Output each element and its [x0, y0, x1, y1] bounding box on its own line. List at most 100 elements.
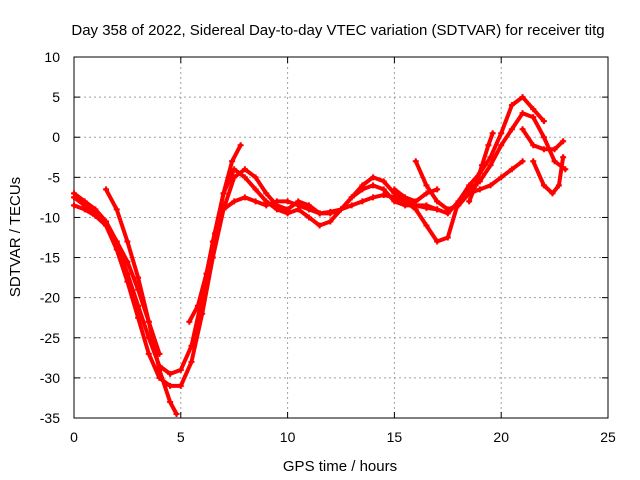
- data-point: [305, 214, 312, 221]
- data-point: [434, 238, 441, 245]
- data-point: [487, 162, 494, 169]
- data-point: [530, 106, 537, 113]
- y-tick-label: 0: [52, 129, 60, 145]
- x-tick-label: 0: [70, 429, 78, 445]
- data-point: [145, 350, 152, 357]
- data-point: [263, 190, 270, 197]
- data-point: [81, 206, 88, 213]
- data-point: [498, 130, 505, 137]
- y-tick-label: 10: [44, 49, 60, 65]
- chart-title: Day 358 of 2022, Sidereal Day-to-day VTE…: [71, 22, 604, 39]
- data-point: [560, 138, 567, 145]
- data-point: [380, 191, 387, 198]
- data-point: [194, 302, 201, 309]
- data-point: [551, 146, 558, 153]
- data-point: [338, 206, 344, 213]
- data-point: [295, 202, 302, 209]
- data-point: [241, 166, 248, 173]
- data-point: [423, 190, 430, 197]
- data-point: [434, 186, 441, 193]
- data-point: [71, 190, 77, 197]
- axis-ticks: 0 5 10 15 20 25 -35 -30 -25 -20 -15 -10 -5 0 5 10: [40, 49, 616, 445]
- y-tick-label: 5: [52, 89, 60, 105]
- data-point: [549, 190, 556, 197]
- data-point: [370, 194, 377, 201]
- data-point: [487, 182, 494, 189]
- x-axis-label: GPS time / hours: [283, 458, 397, 475]
- data-point: [156, 350, 163, 357]
- data-point: [498, 174, 505, 181]
- data-point: [466, 182, 473, 189]
- data-point: [478, 162, 485, 169]
- x-tick-label: 5: [177, 429, 185, 445]
- data-point: [519, 110, 526, 117]
- data-point: [466, 198, 473, 205]
- data-point: [241, 194, 248, 201]
- data-point: [177, 382, 184, 389]
- data-point: [167, 398, 174, 405]
- data-point: [186, 318, 193, 325]
- data-point: [508, 166, 515, 173]
- data-point: [231, 198, 238, 205]
- data-point: [252, 198, 259, 205]
- y-axis-label: SDTVAR / TECUs: [7, 177, 24, 297]
- data-point: [113, 206, 120, 213]
- data-point: [380, 186, 387, 193]
- data-point: [348, 202, 355, 209]
- series-points-track-6: [220, 191, 441, 217]
- data-point: [530, 158, 537, 165]
- data-point: [135, 302, 142, 309]
- data-point: [220, 206, 227, 213]
- series-points-track-5: [186, 142, 244, 325]
- data-point: [71, 202, 77, 209]
- data-point: [188, 358, 195, 365]
- data-point: [124, 270, 131, 277]
- data-point: [487, 154, 494, 161]
- data-point: [434, 206, 441, 213]
- data-point: [519, 94, 526, 101]
- data-point: [423, 222, 430, 229]
- series-points-track-9: [466, 130, 496, 205]
- data-point: [273, 206, 280, 213]
- x-tick-label: 15: [387, 429, 403, 445]
- series-points-track-4: [71, 202, 163, 357]
- data-point: [92, 206, 99, 213]
- data-point: [103, 222, 110, 229]
- data-point: [284, 198, 291, 205]
- data-point: [508, 102, 515, 109]
- data-point: [485, 142, 492, 149]
- data-point: [273, 198, 280, 205]
- data-point: [551, 158, 558, 165]
- y-tick-label: -30: [40, 370, 60, 386]
- data-point: [167, 370, 174, 377]
- data-point: [135, 274, 142, 281]
- data-point: [173, 410, 180, 417]
- data-point: [92, 212, 99, 219]
- data-point: [530, 114, 537, 121]
- data-point: [444, 206, 451, 213]
- data-point: [370, 182, 377, 189]
- y-tick-label: -15: [40, 250, 60, 266]
- data-point: [380, 178, 387, 185]
- plot-border: [73, 56, 609, 419]
- x-tick-label: 25: [600, 429, 616, 445]
- data-point: [444, 234, 451, 241]
- data-point: [284, 210, 291, 217]
- grid: [74, 57, 608, 418]
- data-point: [327, 208, 334, 215]
- data-point: [434, 198, 441, 205]
- data-point: [519, 158, 526, 165]
- data-point: [156, 366, 163, 373]
- data-point: [229, 158, 236, 165]
- data-point: [252, 174, 259, 181]
- data-point: [188, 342, 195, 349]
- data-point: [177, 366, 184, 373]
- data-point: [231, 166, 238, 173]
- y-tick-label: -20: [40, 290, 60, 306]
- series-points-track-8: [391, 186, 441, 205]
- data-point: [498, 142, 505, 149]
- y-tick-label: -35: [40, 410, 60, 426]
- series-points-track-7: [412, 158, 526, 213]
- x-tick-label: 20: [493, 429, 509, 445]
